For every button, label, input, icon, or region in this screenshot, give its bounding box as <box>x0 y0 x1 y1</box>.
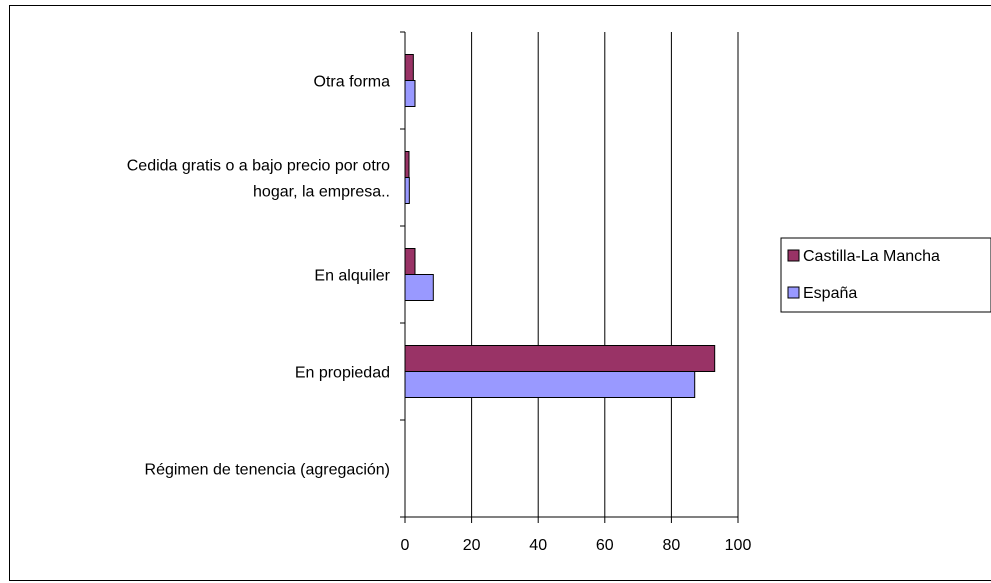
bar-castilla-la-mancha <box>404 345 716 372</box>
bar-espana <box>404 371 696 398</box>
x-tick-label: 80 <box>663 537 681 554</box>
x-tick-labels: 0 20 40 60 80 100 <box>401 537 752 554</box>
legend: Castilla-La Mancha España <box>780 237 991 313</box>
bar-espana <box>404 80 416 107</box>
category-label: En alquiler <box>314 268 390 285</box>
legend-swatch <box>787 286 800 299</box>
bar-castilla-la-mancha <box>404 248 416 275</box>
axes <box>400 31 739 523</box>
x-tick-label: 20 <box>463 537 481 554</box>
x-tick-label: 100 <box>725 537 752 554</box>
x-tick-label: 40 <box>529 537 547 554</box>
category-label: Cedida gratis o a bajo precio por otro <box>127 158 390 175</box>
category-label: Otra forma <box>314 74 391 91</box>
category-label: hogar, la empresa.. <box>253 184 390 201</box>
bar-espana <box>404 177 410 204</box>
legend-swatch <box>787 249 800 262</box>
category-labels: Otra forma Cedida gratis o a bajo precio … <box>127 74 391 479</box>
legend-label: Castilla-La Mancha <box>803 248 940 265</box>
legend-box <box>780 237 991 313</box>
bar-espana <box>404 274 434 301</box>
category-label: En propiedad <box>295 365 390 382</box>
gridlines <box>471 32 739 517</box>
bar-castilla-la-mancha <box>404 54 414 81</box>
legend-label: España <box>803 285 857 302</box>
bar-castilla-la-mancha <box>404 151 410 178</box>
x-tick-label: 60 <box>596 537 614 554</box>
x-tick-label: 0 <box>401 537 410 554</box>
category-label: Régimen de tenencia (agregación) <box>145 462 390 479</box>
bars <box>404 54 716 398</box>
